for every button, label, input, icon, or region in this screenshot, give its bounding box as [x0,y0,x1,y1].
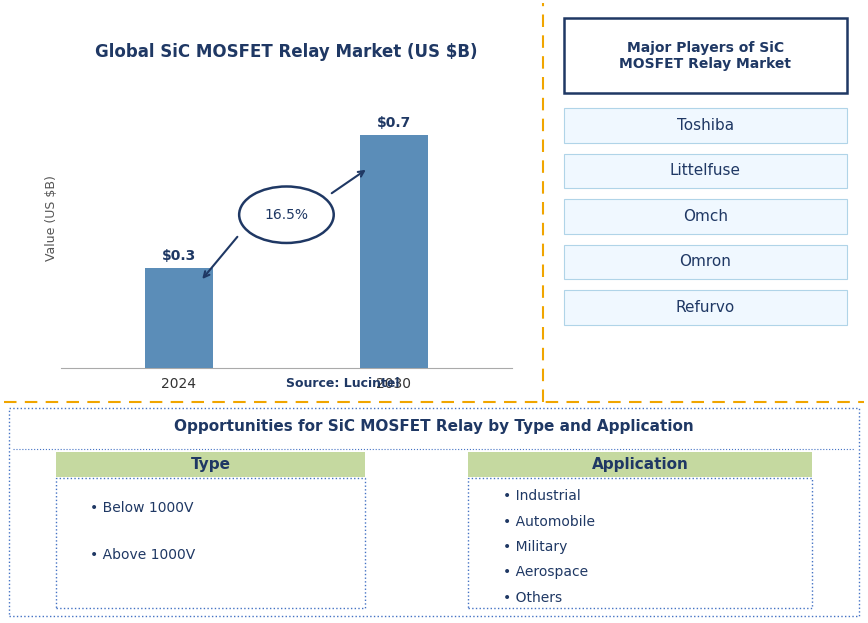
Text: Littelfuse: Littelfuse [670,163,740,179]
FancyBboxPatch shape [563,108,847,143]
FancyBboxPatch shape [563,245,847,279]
FancyBboxPatch shape [563,290,847,325]
Text: • Others: • Others [503,591,562,605]
Text: • Below 1000V: • Below 1000V [90,501,194,515]
Text: • Aerospace: • Aerospace [503,566,588,579]
Text: Type: Type [191,457,231,472]
Text: • Military: • Military [503,540,567,554]
Text: Toshiba: Toshiba [677,118,733,133]
Bar [145,268,214,368]
FancyBboxPatch shape [56,452,365,477]
Text: Application: Application [592,457,688,472]
Text: • Above 1000V: • Above 1000V [90,548,195,563]
Text: • Industrial: • Industrial [503,489,581,503]
Text: Source: Lucintel: Source: Lucintel [286,377,399,390]
Text: • Automobile: • Automobile [503,515,595,529]
FancyBboxPatch shape [56,478,365,608]
Text: Refurvo: Refurvo [675,300,735,315]
Bar [359,135,428,368]
FancyBboxPatch shape [9,408,859,616]
FancyBboxPatch shape [469,478,812,608]
Text: Omch: Omch [683,209,727,224]
FancyBboxPatch shape [563,154,847,188]
Y-axis label: Value (US $B): Value (US $B) [45,175,58,261]
Text: $0.7: $0.7 [377,116,411,130]
Title: Global SiC MOSFET Relay Market (US $B): Global SiC MOSFET Relay Market (US $B) [95,44,477,62]
FancyBboxPatch shape [563,199,847,234]
Text: Omron: Omron [680,254,731,270]
Text: Opportunities for SiC MOSFET Relay by Type and Application: Opportunities for SiC MOSFET Relay by Ty… [174,419,694,434]
Text: $0.3: $0.3 [161,249,196,263]
Text: 16.5%: 16.5% [265,207,308,222]
FancyBboxPatch shape [563,18,847,93]
FancyBboxPatch shape [469,452,812,477]
Text: Major Players of SiC
MOSFET Relay Market: Major Players of SiC MOSFET Relay Market [619,40,792,71]
